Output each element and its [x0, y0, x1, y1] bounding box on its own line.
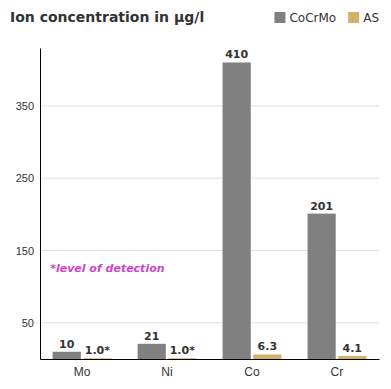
- annotation: *level of detection: [50, 262, 165, 275]
- title: Ion concentration in μg/l: [10, 9, 204, 25]
- y-tick-label: 150: [16, 245, 34, 257]
- legend-label: CoCrMo: [289, 11, 336, 25]
- bar-series: [83, 354, 366, 359]
- legend: CoCrMo AS: [274, 11, 379, 25]
- x-axis: Mo Ni Co Cr: [41, 359, 380, 379]
- bar: [83, 358, 111, 359]
- data-label: 10: [59, 338, 75, 351]
- y-tick-label: 50: [22, 317, 34, 329]
- x-tick: Mo: [74, 359, 91, 379]
- data-label: 6.3: [258, 340, 278, 353]
- bar: [223, 62, 251, 359]
- legend-item: CoCrMo: [274, 11, 336, 25]
- bar: [168, 358, 196, 359]
- y-tick: 150: [16, 245, 40, 257]
- x-axis-line: [41, 359, 380, 360]
- data-label: 410: [225, 48, 248, 61]
- data-labels: 10 21 410 201 1.0* 1.0* 6.3 4.1: [59, 48, 362, 357]
- legend-item: AS: [348, 11, 379, 25]
- y-tick-label: 250: [16, 172, 34, 184]
- legend-swatch: [348, 12, 359, 23]
- y-axis-line: [40, 49, 41, 360]
- legend-swatch: [274, 12, 285, 23]
- x-tick: Ni: [161, 359, 172, 379]
- chart: Mo Ni Co Cr 50 150 250 350 10 21 410 201 1.0* 1.0* 6.3…: [0, 0, 391, 389]
- data-label: 21: [144, 330, 159, 343]
- x-tick-label: Mo: [74, 365, 91, 379]
- y-tick: 50: [22, 317, 40, 329]
- bar: [253, 354, 281, 359]
- x-tick: Co: [244, 359, 260, 379]
- x-tick-label: Cr: [331, 365, 344, 379]
- y-tick: 350: [16, 100, 40, 112]
- y-axis: 50 150 250 350: [16, 49, 41, 360]
- grid-line: [40, 105, 379, 106]
- grid-line: [40, 178, 379, 179]
- x-tick: Cr: [331, 359, 344, 379]
- bar-series: [53, 62, 336, 359]
- legend-label: AS: [363, 11, 379, 25]
- data-label: 1.0*: [85, 344, 110, 357]
- bar: [53, 352, 81, 359]
- bar: [338, 356, 366, 359]
- x-tick-label: Co: [244, 365, 260, 379]
- bars: [53, 62, 367, 359]
- bar: [308, 214, 336, 359]
- data-label: 4.1: [343, 342, 363, 355]
- bar: [138, 344, 166, 359]
- x-tick-label: Ni: [161, 365, 172, 379]
- data-label: 1.0*: [170, 344, 195, 357]
- y-tick: 250: [16, 172, 40, 184]
- y-tick-label: 350: [16, 100, 34, 112]
- data-label: 201: [310, 200, 333, 213]
